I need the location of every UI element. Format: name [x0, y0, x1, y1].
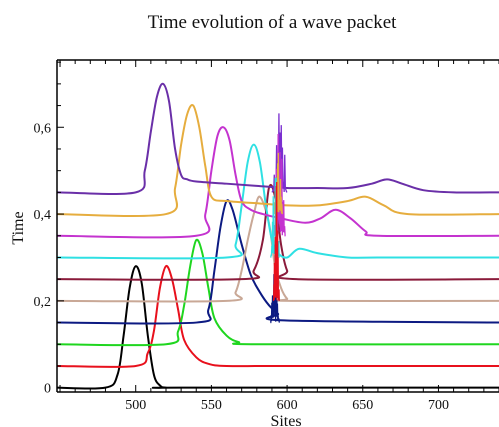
- x-tick-label: 500: [125, 398, 146, 413]
- series-line-7: [57, 126, 499, 239]
- spike-line-4: [270, 240, 281, 324]
- x-tick-label: 650: [352, 398, 373, 413]
- series-line-9: [57, 82, 499, 195]
- series-group: [57, 82, 499, 390]
- plot-area: 500 550 600 650 700 0 0,2 0,4 0,6: [34, 59, 499, 413]
- series-line-0: [57, 265, 499, 390]
- x-tick-label: 700: [428, 398, 449, 413]
- y-axis-label: Time: [10, 211, 27, 244]
- series-line-1: [57, 264, 499, 368]
- x-tick-label: 600: [277, 398, 298, 413]
- y-tick-label: 0,6: [34, 121, 52, 136]
- series-line-8: [57, 104, 499, 217]
- series-line-2: [57, 238, 499, 347]
- chart-title: Time evolution of a wave packet: [148, 12, 398, 33]
- spike-line-5: [272, 182, 281, 302]
- series-line-6: [57, 143, 499, 260]
- x-tick-label: 550: [201, 398, 222, 413]
- y-tick-label: 0,2: [34, 295, 52, 310]
- y-tick-label: 0: [44, 382, 51, 397]
- y-tick-label: 0,4: [34, 208, 52, 223]
- x-axis-label: Sites: [270, 413, 301, 427]
